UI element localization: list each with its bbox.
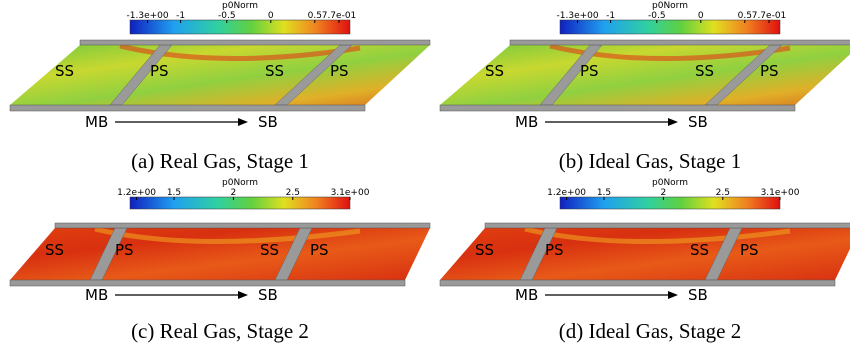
top-wall [510,40,850,45]
flow-from: MB [85,286,108,304]
flow-to: SB [688,113,708,131]
flow-from: MB [515,286,538,304]
region-label: PS [545,241,564,259]
arrow-head [668,291,678,299]
colorbar-tick-label: 0.5 [738,11,752,21]
bottom-wall [440,280,835,286]
colorbar-title: p0Norm [222,178,258,188]
region-label: PS [310,241,329,259]
flow-to: SB [688,286,708,304]
colorbar-tick-label: 1.2e+00 [547,188,586,198]
arrow-head [668,118,678,126]
figure: p0Norm-1.3e+00-1-0.500.57.7e-01SSPSSSPSM… [0,0,850,351]
caption: (d) Ideal Gas, Stage 2 [559,319,742,343]
region-label: SS [485,62,504,80]
colorbar-tick-label: -0.5 [218,11,236,21]
arrow-head [238,291,248,299]
top-wall [485,223,850,228]
colorbar-tick-label: 1.5 [597,188,611,198]
region-label: SS [695,62,714,80]
colorbar-tick-label: 2.5 [716,188,730,198]
flow-to: SB [258,113,278,131]
flow-to: SB [258,286,278,304]
flow-from: MB [515,113,538,131]
region-label: PS [150,62,169,80]
region-label: PS [760,62,779,80]
arrow-head [238,118,248,126]
colorbar-tick-label: 7.7e-01 [752,11,787,21]
caption: (b) Ideal Gas, Stage 1 [559,149,742,173]
panel: p0Norm 1.2e+00 1.5 2 2.5 3.1e+00 SS PS SS PS MB SB (… [440,178,850,343]
bottom-wall [10,105,365,111]
contour-field [10,228,430,280]
colorbar-tick-label: -1.3e+00 [127,11,169,21]
colorbar [560,20,780,34]
colorbar-title: p0Norm [222,1,258,11]
colorbar-title: p0Norm [652,1,688,11]
caption: (a) Real Gas, Stage 1 [131,149,309,173]
contour-field [440,228,850,280]
colorbar-tick-label: 2.5 [286,188,300,198]
colorbar-tick-label: -1.3e+00 [557,11,599,21]
region-label: PS [740,241,759,259]
colorbar-tick-label: 7.7e-01 [322,11,357,21]
colorbar-tick-label: -0.5 [648,11,666,21]
top-wall [55,223,430,228]
region-label: SS [55,62,74,80]
region-label: SS [475,241,494,259]
colorbar [130,197,350,209]
colorbar-tick-label: 3.1e+00 [331,188,370,198]
top-wall [80,40,430,45]
bottom-wall [10,280,405,286]
colorbar-title: p0Norm [652,178,688,188]
colorbar-tick-label: 0 [698,11,704,21]
region-label: PS [330,62,349,80]
caption: (c) Real Gas, Stage 2 [131,319,309,343]
colorbar-tick-label: 0 [268,11,274,21]
bottom-wall [440,105,795,111]
panel: p0Norm 1.2e+00 1.5 2 2.5 3.1e+00 SS PS SS PS MB SB (… [10,178,430,343]
colorbar [130,20,350,34]
colorbar-tick-label: 1.5 [167,188,181,198]
region-label: SS [45,241,64,259]
colorbar-tick-label: -1 [176,11,185,21]
colorbar-tick-label: 2 [661,188,667,198]
colorbar-tick-label: 3.1e+00 [761,188,800,198]
colorbar [560,197,780,209]
region-label: PS [115,241,134,259]
colorbar-tick-label: 2 [231,188,237,198]
region-label: PS [580,62,599,80]
colorbar-tick-label: 0.5 [308,11,322,21]
colorbar-tick-label: -1 [606,11,615,21]
colorbar-tick-label: 1.2e+00 [117,188,156,198]
region-label: SS [690,241,709,259]
flow-from: MB [85,113,108,131]
region-label: SS [265,62,284,80]
region-label: SS [260,241,279,259]
